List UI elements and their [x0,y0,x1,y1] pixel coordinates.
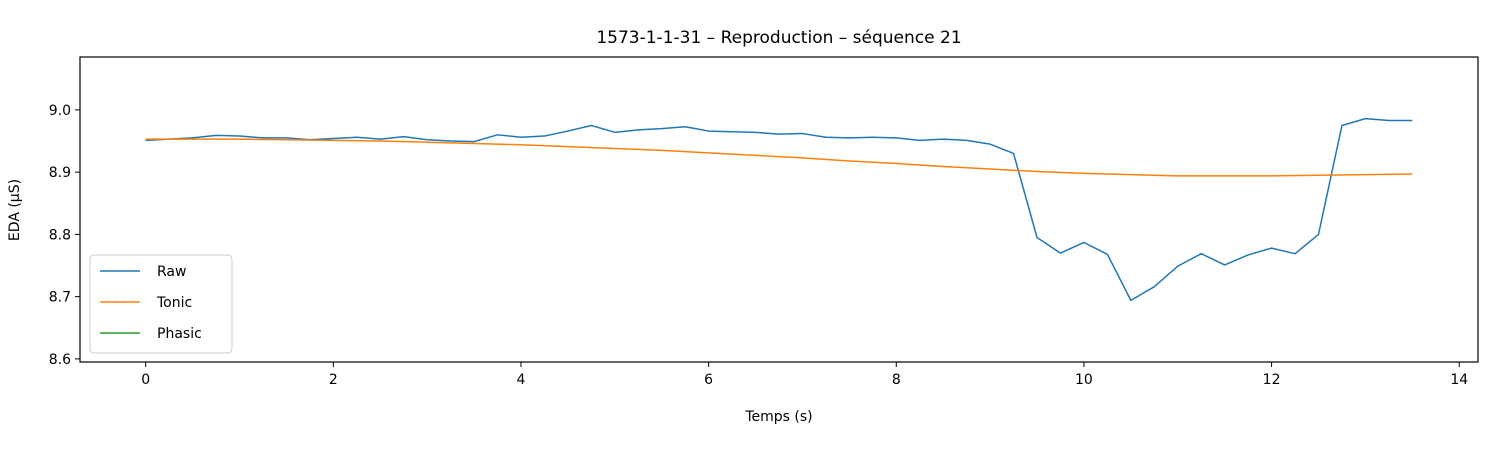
plot-frame [79,56,1479,363]
x-tick-label: 10 [1075,372,1093,388]
y-tick-label: 8.8 [49,227,71,243]
chart-title: 1573-1-1-31 – Reproduction – séquence 21 [596,28,961,48]
y-tick-label: 8.9 [49,165,71,181]
x-tick-label: 4 [517,372,526,388]
x-tick-label: 2 [329,372,338,388]
legend: Raw Tonic Phasic [89,254,233,354]
plot-series-group [145,117,1413,302]
legend-label-raw: Raw [157,264,186,280]
x-tick-label: 6 [704,372,713,388]
legend-box [89,254,233,354]
y-axis-label: EDA (µS) [7,179,23,241]
x-axis-ticks: 0 2 4 6 8 10 12 14 [141,362,1468,388]
series-line-raw [145,117,1413,302]
x-tick-label: 14 [1450,372,1468,388]
legend-label-tonic: Tonic [156,295,192,311]
y-tick-label: 8.6 [49,352,71,368]
y-tick-label: 8.7 [49,290,71,306]
x-tick-label: 8 [892,372,901,388]
y-tick-label: 9.0 [49,103,71,119]
x-tick-label: 12 [1263,372,1281,388]
legend-label-phasic: Phasic [157,326,202,342]
x-tick-label: 0 [141,372,150,388]
series-line-tonic [145,138,1413,177]
y-axis-ticks: 8.6 8.7 8.8 8.9 9.0 [49,103,80,368]
x-axis-label: Temps (s) [744,409,812,425]
